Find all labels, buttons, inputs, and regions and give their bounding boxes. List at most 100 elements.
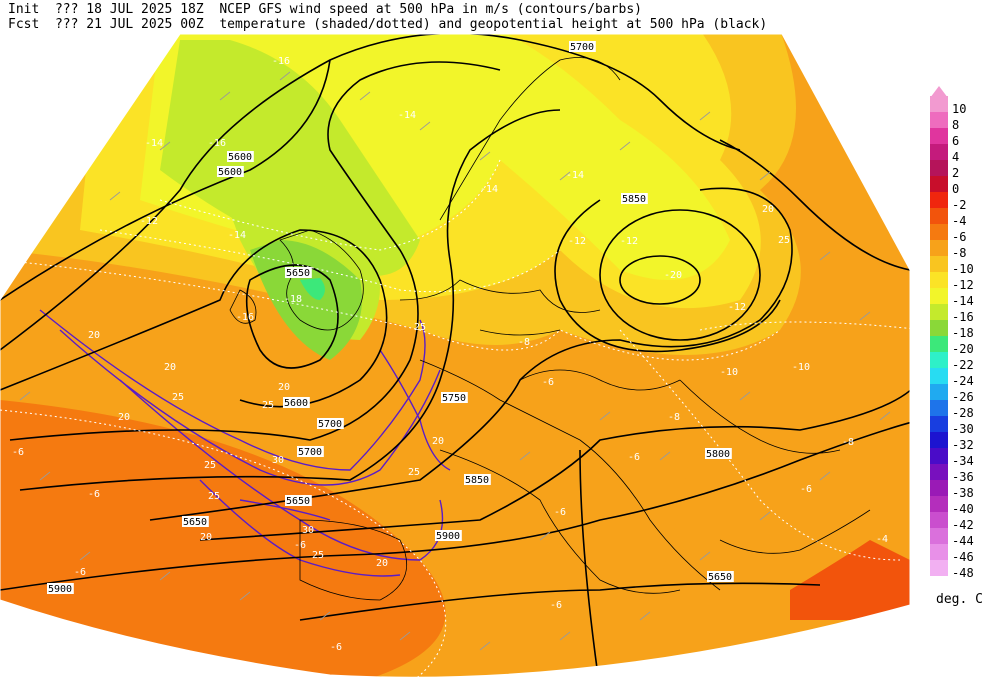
init-time: ??? 18 JUL 2025 18Z (54, 2, 204, 17)
map-label: 5800 (706, 449, 730, 460)
label-bg (47, 583, 74, 594)
map-label: 5650 (183, 517, 207, 528)
map-label: -8 (668, 412, 680, 423)
map-label: -6 (12, 447, 24, 458)
map-label: -16 (208, 138, 226, 149)
legend-swatch (930, 432, 948, 448)
legend-swatch (930, 352, 948, 368)
legend-label: 2 (952, 166, 960, 180)
label-bg (182, 516, 209, 527)
legend-label: 10 (952, 102, 967, 116)
map-label: -6 (550, 600, 562, 611)
legend-swatch (930, 128, 948, 144)
legend-label: -48 (952, 566, 974, 580)
map-label: 25 (208, 491, 220, 502)
legend-label: -16 (952, 310, 974, 324)
legend-label: 6 (952, 134, 960, 148)
init-line: Init ??? 18 JUL 2025 18Z NCEP GFS wind s… (8, 2, 642, 18)
map-label: -6 (74, 567, 86, 578)
map-label: 5600 (218, 167, 242, 178)
height-contours (0, 34, 910, 678)
map-label: -14 (566, 170, 584, 181)
legend-label: -30 (952, 422, 974, 436)
legend-swatch (930, 368, 948, 384)
legend-swatch (930, 496, 948, 512)
map-label: -6 (554, 507, 566, 518)
legend-label: -28 (952, 406, 974, 420)
map-label: -12 (620, 236, 638, 247)
map-label: 20 (118, 412, 130, 423)
legend-swatch (930, 240, 948, 256)
map-label: 25 (204, 460, 216, 471)
map-label: 5850 (465, 475, 489, 486)
map-label: 5700 (298, 447, 322, 458)
map-label: 5600 (228, 152, 252, 163)
map-label: -18 (284, 294, 302, 305)
fcst-line: Fcst ??? 21 JUL 2025 00Z temperature (sh… (8, 17, 767, 33)
label-bg (317, 418, 344, 429)
label-bg (705, 448, 732, 459)
label-bg (464, 474, 491, 485)
label-bg (621, 193, 648, 204)
map-label: -6 (294, 540, 306, 551)
map-label: 20 (164, 362, 176, 373)
legend-label: -42 (952, 518, 974, 532)
legend-swatch (930, 320, 948, 336)
isotherms (0, 159, 910, 678)
map-label: 20 (376, 558, 388, 569)
map-label: 5850 (622, 194, 646, 205)
legend-swatch (930, 272, 948, 288)
map-label: -14 (398, 110, 416, 121)
legend-swatch (930, 448, 948, 464)
map-label: 5900 (436, 531, 460, 542)
label-bg (297, 446, 324, 457)
map-label: 25 (414, 322, 426, 333)
map-label: -8 (518, 337, 530, 348)
map-label: 5600 (284, 398, 308, 409)
coastlines (229, 57, 871, 601)
legend-label: -34 (952, 454, 974, 468)
legend-swatch (930, 304, 948, 320)
legend-swatch (930, 208, 948, 224)
map-outline (0, 33, 911, 678)
fcst-time: ??? 21 JUL 2025 00Z (54, 17, 204, 32)
label-bg (227, 151, 254, 162)
map-label: -12 (728, 302, 746, 313)
legend-units: deg. C (936, 592, 983, 607)
init-label: Init (8, 2, 40, 17)
map-label: 5900 (48, 584, 72, 595)
legend-label: -6 (952, 230, 967, 244)
map-label: 30 (272, 455, 284, 466)
legend-swatch (930, 464, 948, 480)
fcst-label: Fcst (8, 17, 40, 32)
map-label: 20 (432, 436, 444, 447)
legend-top-arrow (930, 86, 948, 98)
legend-label: 8 (952, 118, 960, 132)
legend-swatch (930, 384, 948, 400)
legend-label: -24 (952, 374, 974, 388)
shade-minus18 (250, 240, 362, 360)
legend-swatch (930, 160, 948, 176)
legend-label: -20 (952, 342, 974, 356)
label-bg (283, 397, 310, 408)
legend-swatch (930, 480, 948, 496)
map-label: 25 (778, 235, 790, 246)
label-bg (707, 571, 734, 582)
map-label: 25 (312, 550, 324, 561)
legend-swatch (930, 560, 948, 576)
map-label: -6 (542, 377, 554, 388)
legend-swatch (930, 544, 948, 560)
map-label: 20 (278, 382, 290, 393)
legend-swatch (930, 192, 948, 208)
wind-labels: 20 20 20 25 20 25 25 30 25 25 30 20 25 20 20 20 25 25 (88, 204, 790, 569)
legend-label: -44 (952, 534, 974, 548)
legend-swatch (930, 176, 948, 192)
map-label: -16 (272, 56, 290, 67)
map-label: 5650 (286, 496, 310, 507)
legend-label: -32 (952, 438, 974, 452)
temperature-labels: -16 -14 -14 -16 -12 -14 -16 -18 -14 -14 -12 -12 -20 -… (12, 56, 888, 653)
map-label: -4 (876, 534, 888, 545)
map-label: 20 (200, 532, 212, 543)
map-label: -6 (88, 489, 100, 500)
